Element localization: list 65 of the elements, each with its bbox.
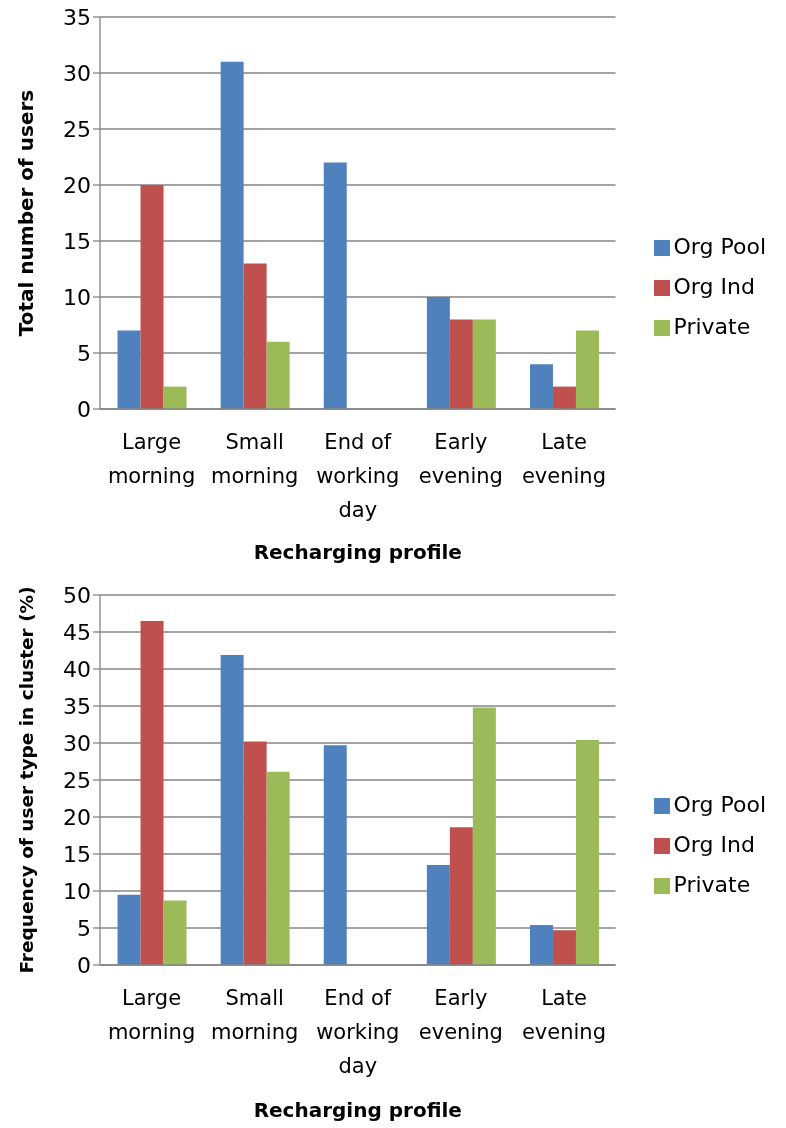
y-axis-title: Frequency of user type in cluster (%) — [15, 586, 37, 974]
bar — [426, 865, 450, 965]
y-tick-label: 5 — [77, 915, 91, 941]
y-tick-label: 25 — [63, 116, 91, 142]
bar — [220, 61, 244, 409]
y-tick-label: 10 — [63, 284, 91, 310]
bar — [266, 341, 290, 409]
legend-label: Org Pool — [673, 234, 766, 259]
y-tick-label: 20 — [63, 172, 91, 198]
y-tick-label: 25 — [63, 767, 91, 793]
y-tick-label: 20 — [63, 804, 91, 830]
bar — [552, 386, 576, 409]
y-tick-label: 30 — [63, 60, 91, 86]
bar — [140, 185, 164, 409]
x-tick-label: Large morning — [107, 986, 196, 1044]
bar — [163, 900, 187, 965]
bar — [323, 745, 347, 965]
bar — [552, 930, 576, 965]
bar — [323, 162, 347, 409]
y-tick-label: 10 — [63, 878, 91, 904]
bar — [449, 319, 473, 409]
legend-label: Org Ind — [673, 832, 755, 857]
bar — [220, 654, 244, 965]
x-tick-label: Early evening — [418, 430, 503, 488]
bar — [449, 827, 473, 965]
y-tick-label: 15 — [63, 841, 91, 867]
y-tick-label: 35 — [63, 693, 91, 719]
bar — [529, 925, 553, 965]
x-tick-label: Late evening — [521, 986, 607, 1044]
bar — [140, 620, 164, 965]
y-tick-label: 35 — [63, 4, 91, 30]
bar — [529, 364, 553, 409]
y-axis-title: Total number of users — [14, 89, 38, 337]
x-tick-label: Small morning — [210, 430, 299, 488]
x-tick-label: Late evening — [521, 430, 607, 488]
legend-label: Private — [673, 314, 751, 339]
x-axis-title: Recharging profile — [253, 540, 462, 564]
y-tick-label: 40 — [63, 656, 91, 682]
x-tick-label: End of working day — [316, 430, 400, 522]
bar — [266, 771, 290, 965]
y-tick-label: 45 — [63, 619, 91, 645]
bar — [575, 740, 599, 965]
y-tick-label: 50 — [63, 582, 91, 608]
bar — [163, 386, 187, 409]
bar — [243, 741, 267, 965]
bar — [472, 319, 496, 409]
bar — [575, 330, 599, 409]
x-tick-label: Early evening — [418, 986, 503, 1044]
bar — [426, 297, 450, 409]
y-tick-label: 15 — [63, 228, 91, 254]
x-tick-label: Small morning — [210, 986, 299, 1044]
x-axis-title: Recharging profile — [253, 1098, 462, 1122]
legend-label: Org Ind — [673, 274, 755, 299]
bar — [472, 707, 496, 965]
legend-label: Org Pool — [673, 792, 766, 817]
legend-label: Private — [673, 872, 751, 897]
y-tick-label: 0 — [77, 952, 91, 978]
bar — [117, 894, 141, 965]
x-tick-label: End of working day — [316, 986, 400, 1078]
y-tick-label: 0 — [77, 396, 91, 422]
bar — [243, 263, 267, 409]
bar — [117, 330, 141, 409]
y-tick-label: 30 — [63, 730, 91, 756]
x-tick-label: Large morning — [107, 430, 196, 488]
y-tick-label: 5 — [77, 340, 91, 366]
